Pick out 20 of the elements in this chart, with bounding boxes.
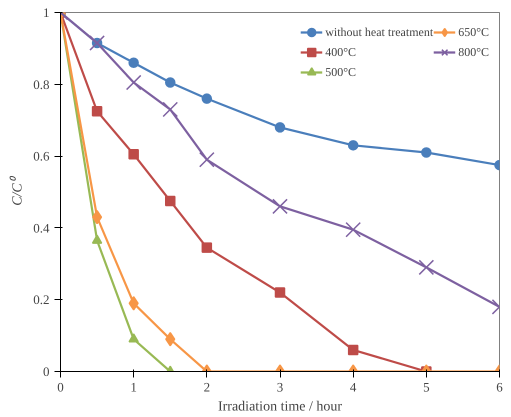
- y-tick-label: 0.2: [33, 292, 50, 308]
- x-tick-label: 1: [130, 380, 137, 394]
- y-tick-label: 0.8: [33, 76, 50, 92]
- y-tick-label: 1: [43, 5, 50, 20]
- legend-label: without heat treatment: [325, 24, 434, 40]
- legend-label: 650°C: [458, 24, 489, 40]
- x-tick-label: 2: [204, 380, 210, 394]
- y-axis-title: C/C⁰: [9, 175, 26, 206]
- y-tick-label: 0.6: [33, 148, 50, 164]
- x-tick-label: 3: [276, 380, 284, 394]
- x-tick-label: 5: [423, 380, 430, 394]
- y-tick-label: 0: [43, 364, 50, 379]
- legend-label: 800°C: [458, 44, 489, 60]
- x-tick-label: 4: [350, 380, 357, 394]
- x-axis-title: Irradiation time / hour: [218, 400, 342, 414]
- y-tick-label: 0.4: [33, 220, 50, 236]
- x-tick-label: 6: [496, 380, 504, 394]
- x-tick-label: 0: [57, 380, 64, 394]
- legend-label: 400°C: [325, 44, 356, 60]
- legend-label: 500°C: [325, 64, 356, 80]
